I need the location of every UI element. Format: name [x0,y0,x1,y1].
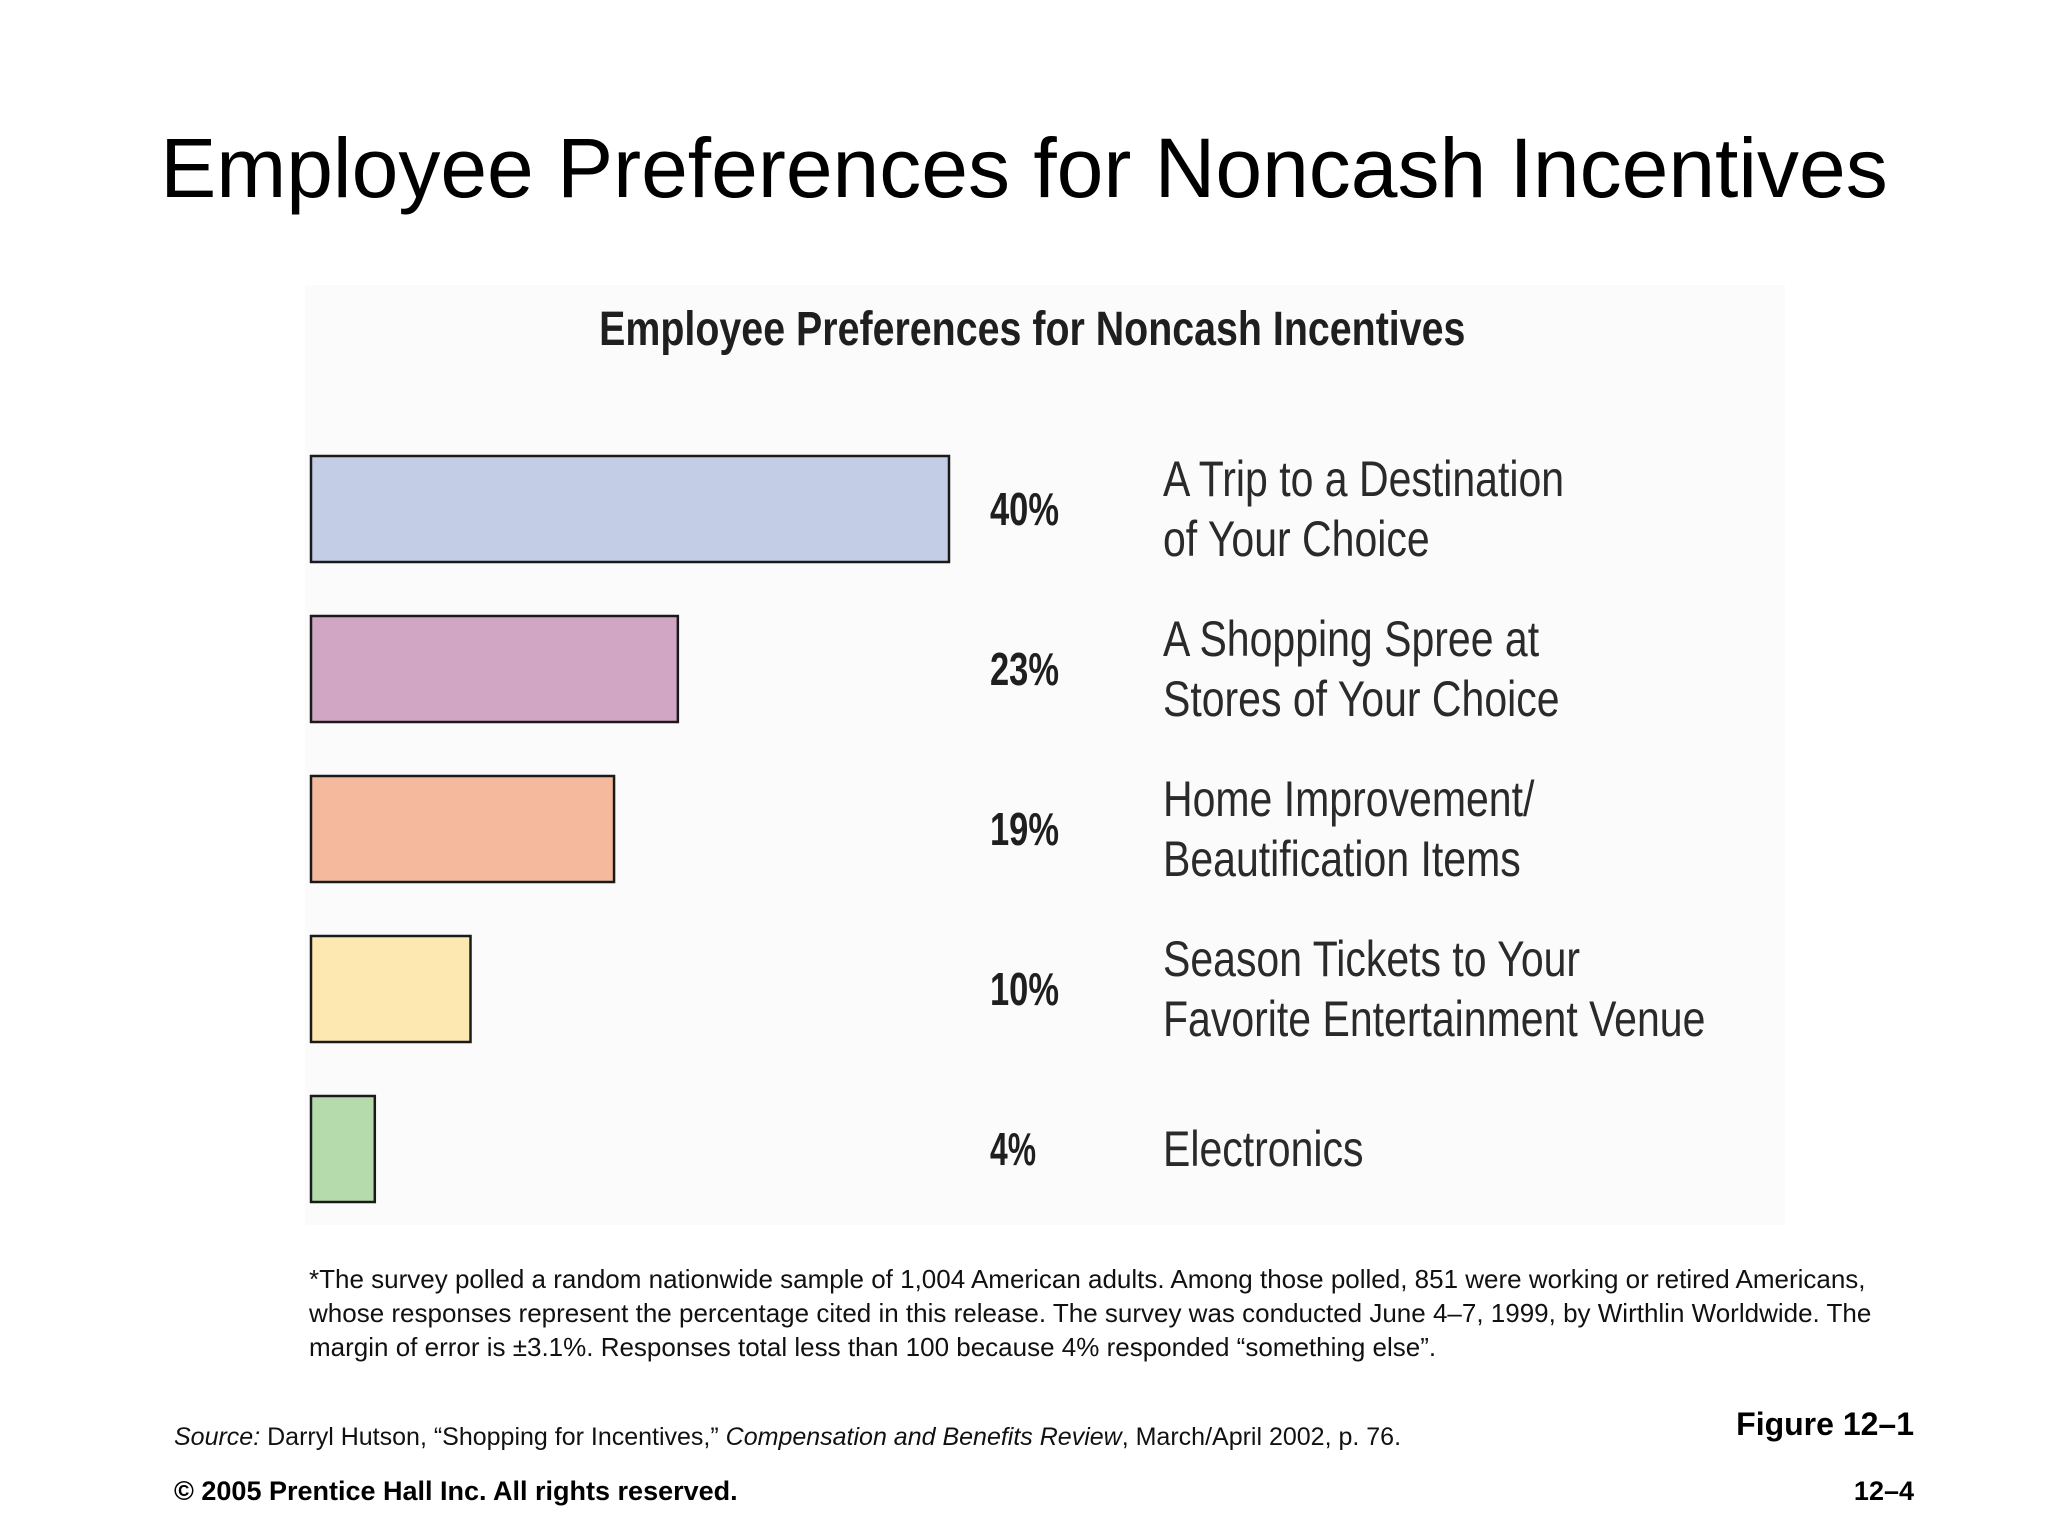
category-label-1-line-2: of Your Choice [1163,511,1430,567]
value-label-1: 40% [990,483,1059,535]
figure-label: Figure 12–1 [1736,1406,1914,1442]
bar-2 [309,614,680,724]
value-label-5: 4% [990,1123,1036,1175]
bar-3 [309,774,616,884]
category-label-4-line-1: Season Tickets to Your [1163,931,1580,987]
bar-1 [309,454,951,564]
source-label: Source: [174,1423,261,1451]
source-author: Darryl Hutson, “Shopping for Incentives,… [260,1423,726,1451]
slide-title: Employee Preferences for Noncash Incenti… [160,121,1888,215]
survey-footnote: *The survey polled a random nationwide s… [309,1264,1872,1362]
bar-5 [309,1094,377,1204]
category-label-4-line-2: Favorite Entertainment Venue [1163,991,1705,1047]
category-label-3-line-1: Home Improvement/ [1163,771,1535,827]
copyright-notice: © 2005 Prentice Hall Inc. All rights res… [174,1476,738,1506]
category-label-3-line-2: Beautification Items [1163,831,1521,887]
category-label-5-line-1: Electronics [1163,1121,1364,1177]
value-label-3: 19% [990,803,1059,855]
bar-4 [309,934,472,1044]
category-label-1-line-1: A Trip to a Destination [1163,451,1564,507]
page-number: 12–4 [1853,1476,1914,1506]
value-label-4: 10% [990,963,1059,1015]
chart-title: Employee Preferences for Noncash Incenti… [599,303,1466,356]
value-label-2: 23% [990,643,1059,695]
category-label-2-line-1: A Shopping Spree at [1163,611,1539,667]
chart-panel [305,285,1785,1225]
source-journal: Compensation and Benefits Review [725,1423,1122,1451]
source-citation: Source: Darryl Hutson, “Shopping for Inc… [174,1421,1401,1453]
category-label-2-line-2: Stores of Your Choice [1163,671,1560,727]
source-rest: , March/April 2002, p. 76. [1121,1423,1402,1451]
